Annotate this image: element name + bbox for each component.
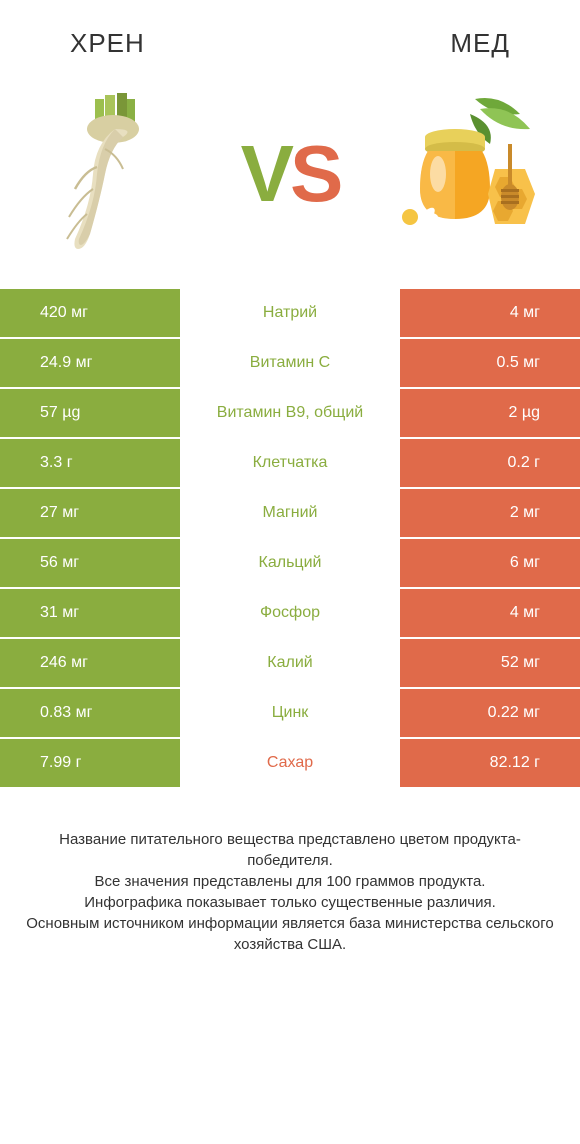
nutrient-label: Кальций [180, 539, 400, 587]
left-value: 57 µg [0, 389, 180, 437]
nutrient-label: Магний [180, 489, 400, 537]
vs-label: VS [241, 128, 340, 220]
footer-line-4: Основным источником информации является … [20, 913, 560, 955]
vs-s: S [290, 129, 339, 218]
footer-line-3: Инфографика показывает только существенн… [20, 892, 560, 913]
table-row: 57 µgВитамин B9, общий2 µg [0, 389, 580, 439]
footer-notes: Название питательного вещества представл… [0, 789, 580, 975]
left-value: 24.9 мг [0, 339, 180, 387]
vs-v: V [241, 129, 290, 218]
nutrient-label: Натрий [180, 289, 400, 337]
right-value: 52 мг [400, 639, 580, 687]
left-value: 56 мг [0, 539, 180, 587]
table-row: 3.3 гКлетчатка0.2 г [0, 439, 580, 489]
left-value: 0.83 мг [0, 689, 180, 737]
left-value: 420 мг [0, 289, 180, 337]
left-product-image [30, 84, 200, 264]
table-row: 27 мгМагний2 мг [0, 489, 580, 539]
right-product-title: МЕД [450, 28, 510, 59]
right-value: 0.2 г [400, 439, 580, 487]
footer-line-2: Все значения представлены для 100 граммо… [20, 871, 560, 892]
nutrient-label: Витамин C [180, 339, 400, 387]
header: ХРЕН МЕД [0, 0, 580, 69]
table-row: 246 мгКалий52 мг [0, 639, 580, 689]
nutrient-label: Калий [180, 639, 400, 687]
footer-line-1: Название питательного вещества представл… [20, 829, 560, 871]
comparison-table: 420 мгНатрий4 мг24.9 мгВитамин C0.5 мг57… [0, 289, 580, 789]
table-row: 56 мгКальций6 мг [0, 539, 580, 589]
right-value: 2 µg [400, 389, 580, 437]
left-value: 246 мг [0, 639, 180, 687]
table-row: 24.9 мгВитамин C0.5 мг [0, 339, 580, 389]
right-value: 0.22 мг [400, 689, 580, 737]
table-row: 7.99 гСахар82.12 г [0, 739, 580, 789]
honey-icon [380, 89, 550, 259]
table-row: 31 мгФосфор4 мг [0, 589, 580, 639]
nutrient-label: Витамин B9, общий [180, 389, 400, 437]
right-value: 4 мг [400, 589, 580, 637]
horseradish-icon [45, 89, 185, 259]
nutrient-label: Сахар [180, 739, 400, 787]
right-value: 2 мг [400, 489, 580, 537]
left-value: 27 мг [0, 489, 180, 537]
nutrient-label: Цинк [180, 689, 400, 737]
nutrient-label: Фосфор [180, 589, 400, 637]
right-value: 6 мг [400, 539, 580, 587]
table-row: 420 мгНатрий4 мг [0, 289, 580, 339]
right-value: 0.5 мг [400, 339, 580, 387]
right-product-image [380, 84, 550, 264]
right-value: 4 мг [400, 289, 580, 337]
right-value: 82.12 г [400, 739, 580, 787]
table-row: 0.83 мгЦинк0.22 мг [0, 689, 580, 739]
left-value: 7.99 г [0, 739, 180, 787]
left-value: 31 мг [0, 589, 180, 637]
left-product-title: ХРЕН [70, 28, 145, 59]
left-value: 3.3 г [0, 439, 180, 487]
nutrient-label: Клетчатка [180, 439, 400, 487]
product-images-row: VS [0, 69, 580, 289]
